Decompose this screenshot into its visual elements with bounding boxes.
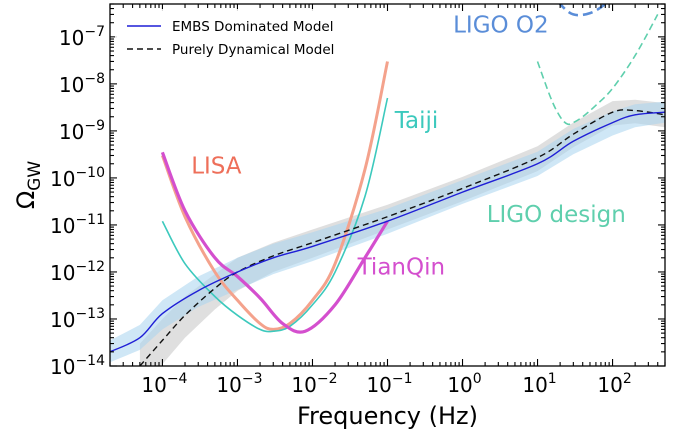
lisa-sensitivity-curve xyxy=(160,61,389,331)
tianqin-sensitivity-curve xyxy=(160,151,389,334)
x-tick-label: 10−1 xyxy=(366,371,412,397)
legend: EMBS Dominated Model Purely Dynamical Mod… xyxy=(115,9,377,67)
uncertainty-bands xyxy=(110,99,665,366)
x-tick-label: 10−3 xyxy=(216,371,262,397)
svg-text:ΩGW: ΩGW xyxy=(12,161,45,210)
y-tick-label: 10−11 xyxy=(50,212,105,238)
y-tick-label: 10−12 xyxy=(50,259,105,285)
x-tick-label: 10−2 xyxy=(291,371,337,397)
legend-label-dynamical: Purely Dynamical Model xyxy=(172,42,334,58)
y-axis-title-sub: GW xyxy=(25,161,45,191)
legend-box xyxy=(115,9,377,67)
y-tick-label: 10−8 xyxy=(59,71,105,97)
y-tick-label: 10−13 xyxy=(50,306,105,332)
ligo-o2-label: LIGO O2 xyxy=(453,12,549,38)
x-tick-label: 100 xyxy=(447,371,481,397)
y-tick-label: 10−7 xyxy=(59,24,105,50)
lisa-label: LISA xyxy=(191,153,242,179)
ligo-design-sensitivity-curve xyxy=(536,14,659,126)
y-tick-label: 10−14 xyxy=(50,353,105,379)
curve-layer xyxy=(110,4,665,366)
tianqin-label: TianQin xyxy=(357,255,445,281)
taiji-sensitivity-curve xyxy=(161,97,389,333)
taiji-label: Taiji xyxy=(394,108,439,134)
legend-label-embs: EMBS Dominated Model xyxy=(172,19,333,35)
x-axis-title: Frequency (Hz) xyxy=(297,402,478,430)
embs-uncertainty-band xyxy=(110,101,665,363)
x-tick-label: 101 xyxy=(522,371,556,397)
dynamical-model-line xyxy=(139,109,665,366)
x-tick-label: 10−4 xyxy=(141,371,187,397)
y-tick-label: 10−9 xyxy=(59,118,105,144)
tick-layer: 10−4 10−3 10−2 10−1 100 101 102 10−14 10−13 10−12… xyxy=(50,3,666,397)
y-axis-title-main: Ω xyxy=(12,191,40,209)
y-tick-label: 10−10 xyxy=(50,165,105,191)
detector-labels: LISA Taiji TianQin LIGO O2 LIGO design xyxy=(191,12,626,280)
ligo-design-label: LIGO design xyxy=(487,202,626,228)
embs-model-line xyxy=(110,111,665,353)
y-axis-title: ΩGW xyxy=(12,161,45,210)
x-tick-label: 102 xyxy=(597,371,631,397)
